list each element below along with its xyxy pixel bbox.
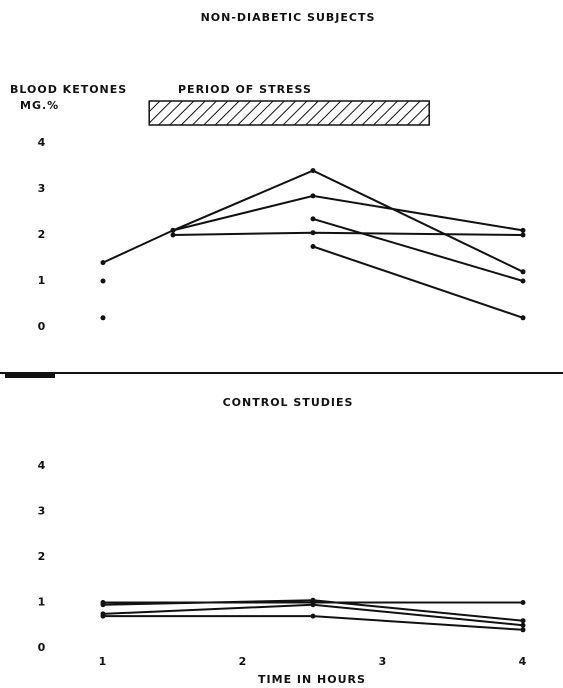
- y-tick-label: 3: [38, 505, 47, 518]
- y-tick-label: 0: [38, 320, 47, 333]
- data-point: [310, 244, 316, 249]
- y-axis-label: MG.%: [20, 99, 59, 112]
- x-tick-label: 2: [239, 655, 248, 668]
- data-point: [310, 602, 316, 608]
- y-tick-label: 3: [38, 182, 47, 195]
- x-tick-label: 3: [379, 655, 388, 668]
- data-point: [310, 230, 316, 236]
- data-point: [310, 216, 316, 222]
- data-point: [310, 193, 316, 199]
- data-point: [100, 602, 106, 608]
- series-line: [102, 169, 524, 273]
- data-point: [520, 269, 526, 275]
- data-point: [520, 278, 526, 284]
- data-point: [520, 618, 526, 624]
- y-tick-label: 4: [38, 459, 47, 472]
- data-point: [520, 227, 526, 233]
- y-axis-label: BLOOD KETONES: [10, 83, 127, 96]
- chart-title: NON-DIABETIC SUBJECTS: [201, 11, 376, 24]
- data-point: [520, 627, 526, 633]
- series-line: [312, 245, 524, 319]
- data-point: [100, 613, 106, 619]
- y-tick-label: 2: [38, 228, 47, 241]
- y-tick-label: 0: [38, 641, 47, 654]
- x-axis-label: TIME IN HOURS: [258, 673, 366, 686]
- separator-mark: [5, 373, 55, 378]
- data-point: [520, 232, 526, 238]
- y-tick-label: 1: [38, 596, 47, 609]
- y-tick-label: 1: [38, 274, 47, 287]
- y-tick-label: 2: [38, 550, 47, 563]
- data-point: [310, 597, 316, 603]
- data-point: [310, 613, 316, 619]
- series-line: [312, 217, 524, 282]
- series-line: [172, 194, 524, 232]
- data-point: [520, 622, 526, 628]
- period-label: PERIOD OF STRESS: [178, 83, 312, 96]
- data-point: [170, 227, 176, 233]
- series-line: [172, 231, 524, 236]
- data-point: [520, 315, 526, 321]
- x-tick-label: 1: [99, 655, 108, 668]
- chart-title: CONTROL STUDIES: [223, 396, 354, 409]
- data-point: [100, 260, 106, 266]
- data-point: [310, 168, 316, 174]
- period-bar: [148, 100, 430, 126]
- separator: [0, 372, 563, 374]
- data-point: [520, 600, 526, 605]
- x-tick-label: 4: [519, 655, 528, 668]
- data-point: [100, 315, 106, 321]
- data-point: [100, 278, 106, 284]
- data-point: [170, 232, 176, 238]
- y-tick-label: 4: [38, 136, 47, 149]
